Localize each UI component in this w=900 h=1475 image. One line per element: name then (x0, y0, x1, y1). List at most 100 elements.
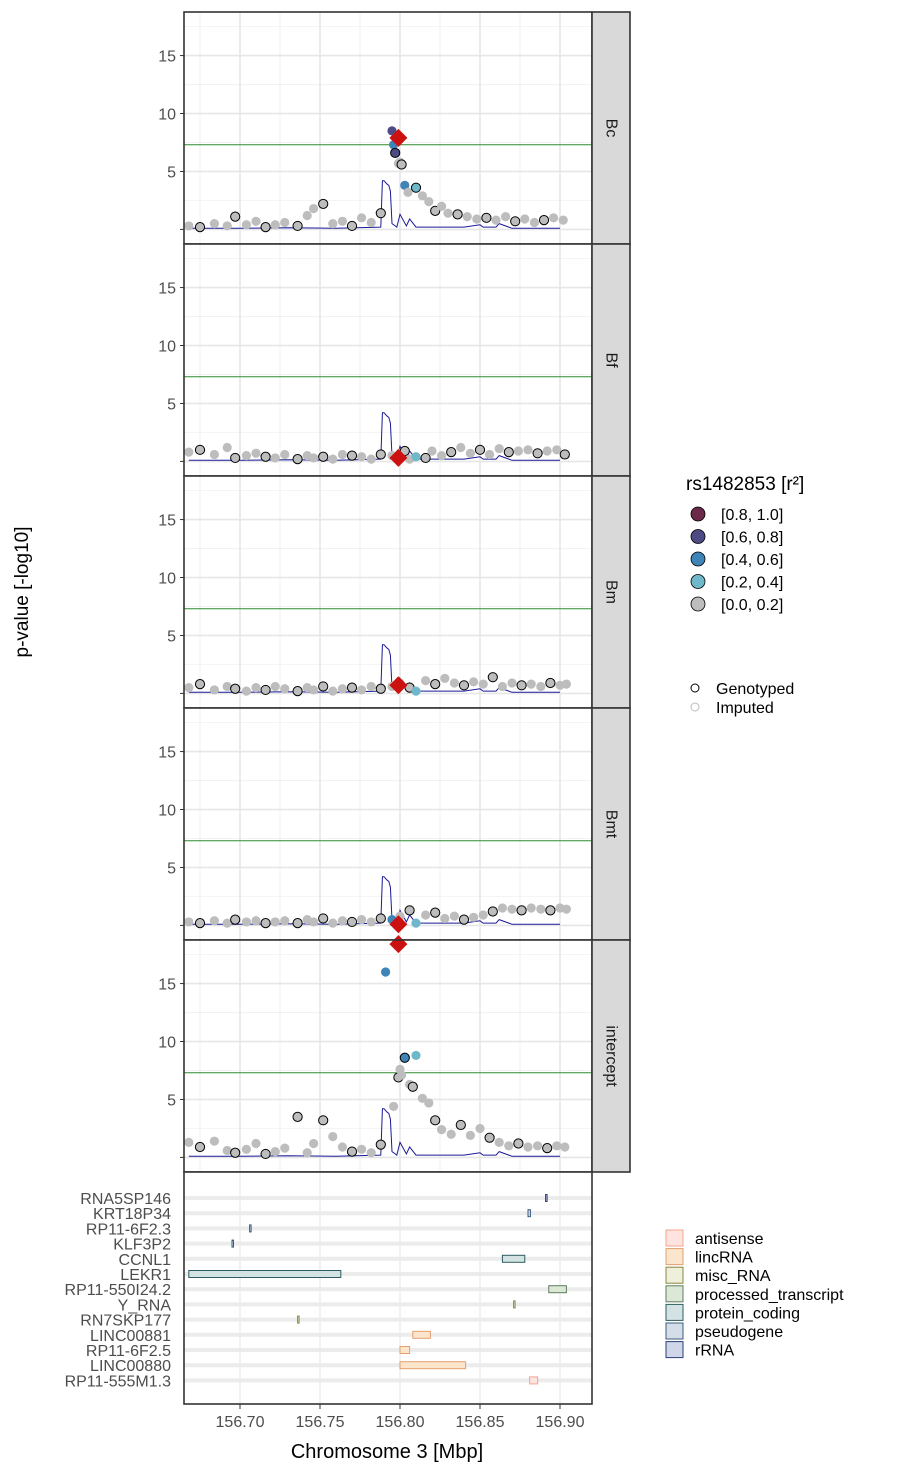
snp-point (241, 917, 251, 927)
biotype-legend-label: misc_RNA (695, 1268, 771, 1285)
snp-point (280, 1143, 290, 1153)
gene-label: Y_RNA (118, 1297, 172, 1314)
facet-strip-label: intercept (603, 1025, 620, 1087)
gene-bar (297, 1315, 300, 1324)
panel-background (184, 12, 592, 244)
snp-point (194, 1141, 206, 1153)
snp-point (403, 187, 413, 197)
snp-point (503, 447, 514, 458)
gene-bar (399, 1346, 411, 1354)
snp-point (532, 448, 543, 459)
snp-point (222, 681, 232, 692)
ld-legend-label: [0.0, 0.2] (721, 597, 783, 614)
ld-legend-swatch (690, 506, 706, 522)
snp-point (523, 445, 533, 455)
snp-point (421, 676, 431, 686)
snp-point (465, 448, 475, 458)
biotype-legend-swatch (665, 1341, 684, 1359)
snp-point (487, 672, 498, 683)
snp-point (318, 451, 329, 462)
ld-legend-label: [0.2, 0.4] (721, 575, 783, 592)
x-tick-label: 156.85 (456, 1414, 505, 1431)
gene-label: RP11-6F2.5 (86, 1343, 171, 1360)
panel-background (184, 940, 592, 1172)
snp-point (420, 452, 431, 464)
facet-strip-label: Bc (603, 119, 620, 138)
snp-point (292, 1111, 303, 1122)
snp-point (357, 915, 367, 925)
snp-point (366, 681, 376, 692)
snp-point (437, 451, 447, 461)
snp-point (230, 1147, 241, 1158)
snp-point (559, 449, 570, 460)
snp-point (280, 684, 290, 694)
snp-point (411, 1050, 421, 1061)
snp-point (230, 211, 241, 222)
lead-snp-marker (389, 448, 408, 467)
snp-point (558, 215, 568, 225)
snp-point (222, 442, 232, 453)
ld-legend-swatch (690, 574, 706, 589)
x-tick-label: 156.80 (376, 1414, 425, 1431)
gene-label: RP11-555M1.3 (65, 1373, 172, 1390)
snp-point (209, 219, 219, 229)
snp-point (328, 686, 338, 696)
snp-point (501, 212, 511, 222)
panel-background (184, 476, 592, 708)
snp-point (251, 683, 261, 693)
snp-point (270, 220, 280, 230)
lead-snp-marker (389, 676, 408, 695)
snp-point (513, 1138, 524, 1149)
snp-point (328, 219, 338, 229)
genotype-legend-label: Imputed (716, 700, 774, 717)
snp-point (549, 213, 559, 223)
snp-point (260, 451, 271, 462)
recombination-rate-line (188, 180, 560, 229)
snp-point (194, 444, 206, 455)
gene-bar (545, 1194, 548, 1202)
x-tick-label: 156.90 (536, 1414, 585, 1431)
y-tick-label: 5 (167, 628, 176, 645)
snp-point (552, 1141, 562, 1151)
snp-point (561, 679, 572, 689)
snp-point (270, 917, 280, 927)
y-tick-label: 10 (158, 803, 176, 820)
snp-point (251, 1138, 261, 1149)
y-tick-label: 5 (167, 396, 176, 413)
snp-point (481, 212, 492, 223)
snp-point (485, 449, 495, 460)
snp-point (357, 1144, 367, 1154)
snp-point (366, 917, 376, 927)
panel-bm: 5 10 15 Bm (158, 475, 631, 709)
gene-label: LINC00881 (90, 1328, 171, 1345)
facet-strip (591, 243, 631, 477)
snp-point (328, 454, 338, 464)
genotype-legend-label: Genotyped (716, 681, 794, 698)
snp-point (337, 684, 347, 694)
gene-label: KRT18P34 (93, 1206, 171, 1223)
snp-point (318, 681, 329, 692)
snp-point (437, 201, 447, 211)
snp-point (430, 679, 441, 690)
snp-point (375, 683, 386, 694)
snp-point (410, 182, 422, 193)
snp-point (399, 1052, 410, 1063)
panel-background (184, 244, 592, 476)
gene-track-border (183, 1171, 593, 1405)
panel-bmt: 5 10 15 Bmt (158, 707, 631, 941)
snp-point (309, 453, 319, 463)
ld-legend-title: rs1482853 [r²] (686, 474, 804, 495)
snp-point (292, 453, 303, 465)
snp-point (346, 916, 358, 928)
facet-strip (591, 939, 631, 1173)
y-tick-label: 15 (158, 977, 176, 994)
snp-point (424, 196, 434, 207)
snp-point (491, 215, 501, 225)
snp-point (260, 1148, 271, 1160)
snp-point (456, 442, 466, 453)
gene-bar (527, 1209, 531, 1218)
genotype-legend-swatch (690, 683, 700, 693)
snp-point (462, 212, 472, 222)
ld-legend-swatch (690, 551, 706, 567)
gene-label: LINC00880 (90, 1358, 171, 1375)
